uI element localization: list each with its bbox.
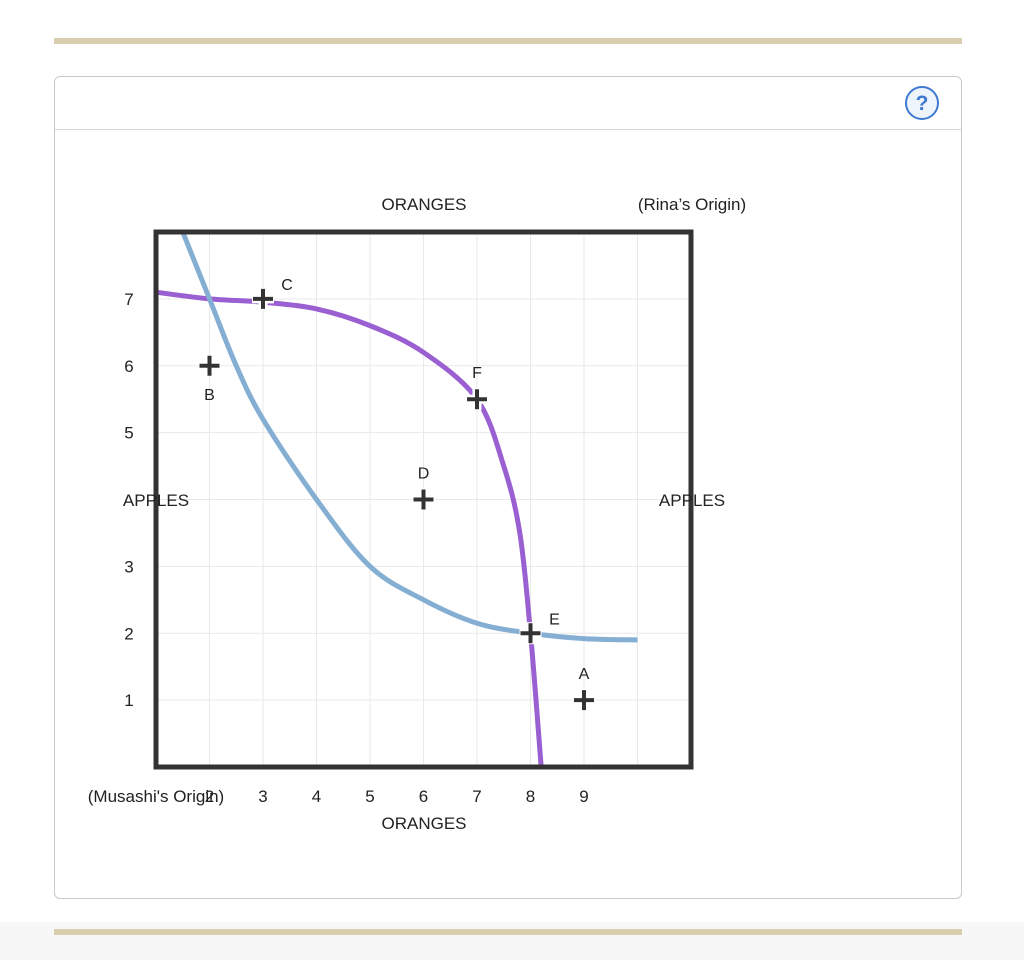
help-button[interactable]: ? (905, 86, 939, 120)
plus-marker (413, 489, 434, 510)
rina-origin-label: (Rina’s Origin) (638, 195, 746, 214)
grid (156, 232, 691, 767)
plus-marker (253, 288, 273, 309)
x-tick-label: 8 (526, 787, 535, 806)
footer-background (0, 922, 1024, 960)
y-tick-label: 7 (124, 290, 133, 309)
y-tick-label: 6 (124, 357, 133, 376)
y-axis-label: APPLES (123, 491, 189, 510)
point-a[interactable]: A (573, 666, 595, 712)
point-f[interactable]: F (466, 365, 488, 411)
point-label: A (579, 666, 590, 683)
x-axis-label: ORANGES (381, 814, 466, 833)
rina-curve (180, 231, 638, 643)
point-c[interactable]: C (252, 277, 293, 310)
point-label: B (204, 387, 215, 404)
x-tick-label: 2 (205, 787, 214, 806)
right-axis-label: APPLES (659, 491, 725, 510)
point-label: C (281, 277, 293, 294)
panel-header: ? (55, 77, 961, 130)
top-divider (54, 38, 962, 44)
musashi-origin-label: (Musashi's Origin) (88, 787, 224, 806)
point-markers: A B C D E F (198, 277, 595, 712)
y-tick-label: 2 (124, 624, 133, 643)
x-tick-label: 6 (419, 787, 428, 806)
point-d[interactable]: D (412, 466, 435, 511)
x-tick-label: 5 (365, 787, 374, 806)
plus-marker (574, 690, 594, 711)
top-axis-label: ORANGES (381, 195, 466, 214)
x-tick-label: 4 (312, 787, 321, 806)
bottom-divider (54, 929, 962, 935)
point-b[interactable]: B (198, 354, 221, 404)
point-label: E (549, 611, 560, 628)
x-tick-label: 7 (472, 787, 481, 806)
y-tick-label: 1 (124, 691, 133, 710)
plus-marker (467, 389, 487, 410)
tick-labels: 2 3 4 5 6 7 8 9 1 2 3 5 6 7 (124, 290, 588, 806)
point-label: F (472, 365, 482, 382)
point-e[interactable]: E (519, 611, 560, 645)
question-mark-icon: ? (915, 91, 929, 115)
x-tick-label: 3 (258, 787, 267, 806)
box-frame (153, 229, 694, 770)
y-tick-label: 3 (124, 557, 133, 576)
y-tick-label: 5 (124, 424, 133, 443)
plus-marker (199, 355, 220, 376)
plus-marker (520, 623, 541, 644)
x-tick-label: 9 (579, 787, 588, 806)
point-label: D (418, 466, 430, 483)
